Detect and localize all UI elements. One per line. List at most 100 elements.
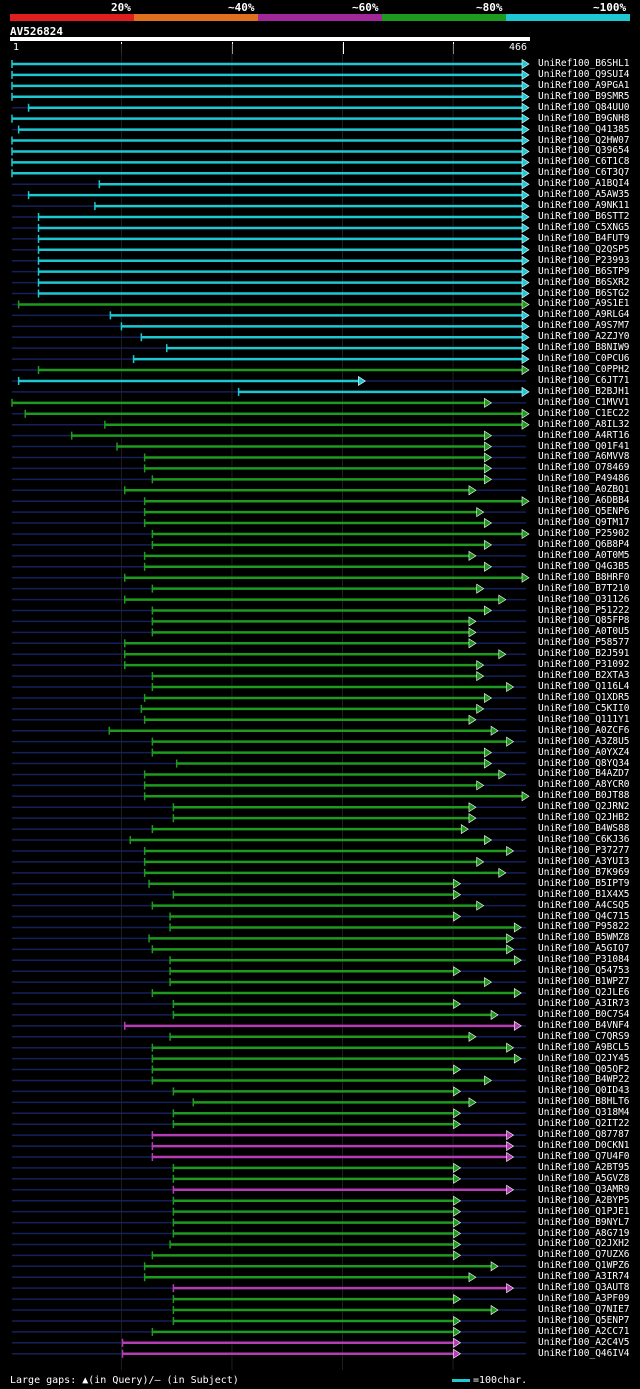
hit-label[interactable]: UniRef100_B9GNH8 [538,112,630,124]
hit-label[interactable]: UniRef100_A1BQI4 [538,178,630,190]
hit-label[interactable]: UniRef100_P25902 [538,527,630,539]
hit-label[interactable]: UniRef100_Q9TM17 [538,517,630,529]
hit-label[interactable]: UniRef100_A9PGA1 [538,79,630,91]
hit-label[interactable]: UniRef100_D0CKN1 [538,1140,630,1152]
hit-label[interactable]: UniRef100_A0YXZ4 [538,746,630,758]
hit-label[interactable]: UniRef100_B0C7S4 [538,1008,630,1020]
hit-label[interactable]: UniRef100_Q46IV4 [538,1347,630,1359]
hit-label[interactable]: UniRef100_A0T0M5 [538,549,630,561]
hit-label[interactable]: UniRef100_B1WPZ7 [538,976,630,988]
hit-label[interactable]: UniRef100_A5GIQ7 [538,943,630,955]
hit-label[interactable]: UniRef100_Q4G3B5 [538,560,630,572]
hit-label[interactable]: UniRef100_A8YCR0 [538,779,630,791]
hit-label[interactable]: UniRef100_A9RLG4 [538,309,630,321]
hit-label[interactable]: UniRef100_C5XNG5 [538,221,630,233]
hit-label[interactable]: UniRef100_Q6B8P4 [538,538,630,550]
hit-label[interactable]: UniRef100_Q87787 [538,1129,630,1141]
hit-label[interactable]: UniRef100_Q0ID43 [538,1085,630,1097]
hit-label[interactable]: UniRef100_A5AW35 [538,189,630,201]
hit-label[interactable]: UniRef100_B4FUT9 [538,232,630,244]
hit-label[interactable]: UniRef100_C6T1C8 [538,156,630,168]
hit-label[interactable]: UniRef100_A0ZCF6 [538,724,630,736]
hit-label[interactable]: UniRef100_B6STT2 [538,211,630,223]
hit-label[interactable]: UniRef100_A5GVZ8 [538,1172,630,1184]
hit-label[interactable]: UniRef100_B6STP9 [538,265,630,277]
hit-label[interactable]: UniRef100_Q05QF2 [538,1063,630,1075]
hit-label[interactable]: UniRef100_Q2JXH2 [538,1238,630,1250]
hit-label[interactable]: UniRef100_P49486 [538,473,630,485]
hit-label[interactable]: UniRef100_B4AZD7 [538,768,630,780]
hit-label[interactable]: UniRef100_Q39654 [538,145,630,157]
hit-label[interactable]: UniRef100_A6MVV8 [538,451,630,463]
hit-label[interactable]: UniRef100_A0T0U5 [538,626,630,638]
hit-label[interactable]: UniRef100_Q2QSP5 [538,243,630,255]
hit-label[interactable]: UniRef100_Q111Y1 [538,713,630,725]
hit-label[interactable]: UniRef100_Q01F41 [538,440,630,452]
hit-label[interactable]: UniRef100_B8HRF0 [538,571,630,583]
hit-label[interactable]: UniRef100_A4RT16 [538,429,630,441]
hit-label[interactable]: UniRef100_B9SMR5 [538,90,630,102]
hit-label[interactable]: UniRef100_A6DBB4 [538,495,630,507]
hit-label[interactable]: UniRef100_B4WS88 [538,823,630,835]
hit-label[interactable]: UniRef100_P23993 [538,254,630,266]
hit-label[interactable]: UniRef100_A2BYP5 [538,1194,630,1206]
hit-label[interactable]: UniRef100_A8G719 [538,1227,630,1239]
hit-label[interactable]: UniRef100_Q1WPZ6 [538,1260,630,1272]
hit-label[interactable]: UniRef100_P51222 [538,604,630,616]
hit-label[interactable]: UniRef100_O78469 [538,462,630,474]
hit-label[interactable]: UniRef100_B6SXR2 [538,276,630,288]
hit-label[interactable]: UniRef100_A2CC71 [538,1325,630,1337]
hit-label[interactable]: UniRef100_B1X4X5 [538,888,630,900]
hit-label[interactable]: UniRef100_C5KII0 [538,702,630,714]
hit-label[interactable]: UniRef100_Q116L4 [538,681,630,692]
hit-label[interactable]: UniRef100_A2ZJY0 [538,331,630,343]
hit-label[interactable]: UniRef100_Q5ENP6 [538,506,630,518]
hit-label[interactable]: UniRef100_Q2IT22 [538,1118,630,1130]
hit-label[interactable]: UniRef100_B0JT88 [538,790,630,802]
hit-label[interactable]: UniRef100_A3Z8U5 [538,735,630,747]
hit-label[interactable]: UniRef100_C1EC22 [538,407,630,419]
hit-label[interactable]: UniRef100_Q85FP8 [538,615,630,627]
hit-label[interactable]: UniRef100_Q7U4F0 [538,1151,630,1162]
hit-label[interactable]: UniRef100_B9NYL7 [538,1216,630,1228]
hit-label[interactable]: UniRef100_Q1PJE1 [538,1205,630,1217]
hit-label[interactable]: UniRef100_O31126 [538,593,630,605]
hit-label[interactable]: UniRef100_Q2JRN2 [538,801,630,813]
hit-label[interactable]: UniRef100_Q54753 [538,965,630,977]
hit-label[interactable]: UniRef100_B2BJH1 [538,385,630,397]
hit-label[interactable]: UniRef100_Q1XDR5 [538,691,630,703]
hit-label[interactable]: UniRef100_P31092 [538,659,630,671]
hit-label[interactable]: UniRef100_A2C4V5 [538,1336,630,1348]
hit-label[interactable]: UniRef100_P31084 [538,954,630,966]
hit-label[interactable]: UniRef100_B7K969 [538,866,630,878]
hit-label[interactable]: UniRef100_A9BCL5 [538,1041,630,1053]
hit-label[interactable]: UniRef100_A8IL32 [538,418,630,430]
hit-label[interactable]: UniRef100_P58577 [538,637,630,649]
hit-label[interactable]: UniRef100_Q318M4 [538,1107,630,1119]
hit-label[interactable]: UniRef100_C6JT71 [538,374,630,386]
hit-label[interactable]: UniRef100_Q2JLE6 [538,987,630,999]
hit-label[interactable]: UniRef100_A3YUI3 [538,855,630,867]
hit-label[interactable]: UniRef100_C0PCU6 [538,353,630,365]
hit-label[interactable]: UniRef100_A9NK11 [538,200,630,212]
hit-label[interactable]: UniRef100_A0ZBQ1 [538,484,630,496]
hit-label[interactable]: UniRef100_Q3AMR9 [538,1183,630,1195]
hit-label[interactable]: UniRef100_A3PF09 [538,1293,630,1305]
hit-label[interactable]: UniRef100_C0PPH2 [538,364,630,376]
hit-label[interactable]: UniRef100_Q7UZX6 [538,1249,630,1261]
hit-label[interactable]: UniRef100_B2XTA3 [538,670,630,682]
hit-label[interactable]: UniRef100_Q9SUI4 [538,68,630,80]
hit-label[interactable]: UniRef100_C6T3Q7 [538,167,630,179]
hit-label[interactable]: UniRef100_Q2HW07 [538,134,630,146]
hit-label[interactable]: UniRef100_Q41385 [538,123,630,135]
hit-label[interactable]: UniRef100_B4WP22 [538,1074,630,1086]
hit-label[interactable]: UniRef100_C1MVV1 [538,396,630,408]
hit-label[interactable]: UniRef100_B6SHL1 [538,58,630,69]
hit-label[interactable]: UniRef100_B4VNF4 [538,1019,630,1031]
hit-label[interactable]: UniRef100_A4CSQ5 [538,899,630,911]
hit-label[interactable]: UniRef100_B6STG2 [538,287,630,299]
hit-label[interactable]: UniRef100_B2J591 [538,648,630,660]
hit-label[interactable]: UniRef100_A3IR73 [538,997,630,1009]
hit-label[interactable]: UniRef100_B8HLT6 [538,1096,630,1108]
hit-label[interactable]: UniRef100_Q4C715 [538,910,630,922]
